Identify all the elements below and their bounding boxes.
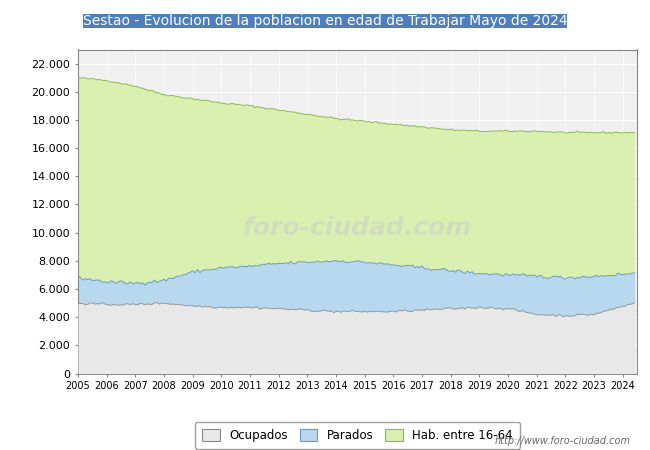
Text: foro-ciudad.com: foro-ciudad.com — [243, 216, 472, 240]
Text: http://www.foro-ciudad.com: http://www.foro-ciudad.com — [495, 436, 630, 446]
Text: Sestao - Evolucion de la poblacion en edad de Trabajar Mayo de 2024: Sestao - Evolucion de la poblacion en ed… — [83, 14, 567, 27]
Legend: Ocupados, Parados, Hab. entre 16-64: Ocupados, Parados, Hab. entre 16-64 — [195, 422, 520, 449]
